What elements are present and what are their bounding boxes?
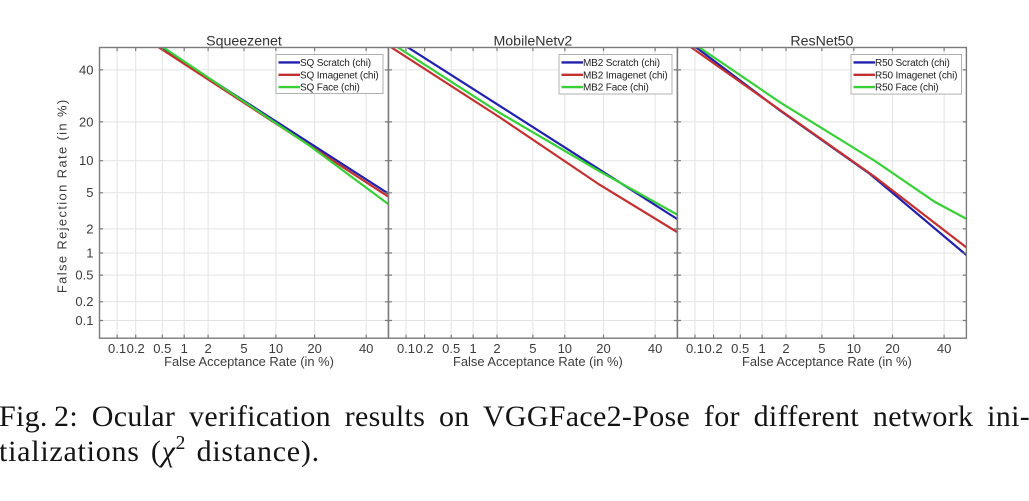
svg-text:R50 Face (chi): R50 Face (chi) xyxy=(875,83,938,94)
svg-text:0.5: 0.5 xyxy=(153,341,171,356)
svg-text:2: 2 xyxy=(493,341,500,356)
svg-text:2: 2 xyxy=(204,341,211,356)
svg-text:0.2: 0.2 xyxy=(75,294,93,309)
svg-text:MobileNetv2: MobileNetv2 xyxy=(493,33,572,49)
svg-text:5: 5 xyxy=(529,341,536,356)
svg-text:False Acceptance Rate (in %): False Acceptance Rate (in %) xyxy=(742,354,912,369)
svg-text:40: 40 xyxy=(359,341,373,356)
svg-text:1: 1 xyxy=(86,245,93,260)
svg-text:0.5: 0.5 xyxy=(731,341,749,356)
svg-text:MB2 Face (chi): MB2 Face (chi) xyxy=(583,83,649,94)
svg-text:10: 10 xyxy=(558,341,572,356)
svg-text:0.1: 0.1 xyxy=(397,341,415,356)
svg-text:SQ Scratch (chi): SQ Scratch (chi) xyxy=(300,58,371,69)
svg-text:False Acceptance Rate (in %): False Acceptance Rate (in %) xyxy=(453,354,623,369)
svg-text:1: 1 xyxy=(758,341,765,356)
svg-text:2: 2 xyxy=(782,341,789,356)
svg-text:20: 20 xyxy=(596,341,610,356)
svg-text:MB2 Imagenet (chi): MB2 Imagenet (chi) xyxy=(583,70,668,81)
svg-text:40: 40 xyxy=(937,341,951,356)
svg-text:R50 Scratch (chi): R50 Scratch (chi) xyxy=(875,58,950,69)
svg-text:20: 20 xyxy=(79,114,93,129)
svg-text:MB2 Scratch (chi): MB2 Scratch (chi) xyxy=(583,58,660,69)
svg-text:ResNet50: ResNet50 xyxy=(790,33,853,49)
svg-text:R50 Imagenet (chi): R50 Imagenet (chi) xyxy=(875,70,957,81)
svg-text:10: 10 xyxy=(269,341,283,356)
svg-text:0.5: 0.5 xyxy=(75,268,93,283)
svg-text:0.5: 0.5 xyxy=(442,341,460,356)
svg-text:Squeezenet: Squeezenet xyxy=(206,33,282,49)
svg-text:0.1: 0.1 xyxy=(108,341,126,356)
svg-text:10: 10 xyxy=(847,341,861,356)
svg-text:False Rejection Rate (in %): False Rejection Rate (in %) xyxy=(55,98,70,293)
svg-text:10: 10 xyxy=(79,153,93,168)
svg-text:0.1: 0.1 xyxy=(75,313,93,328)
svg-text:20: 20 xyxy=(307,341,321,356)
svg-text:0.1: 0.1 xyxy=(686,341,704,356)
svg-text:2: 2 xyxy=(86,221,93,236)
svg-text:0.2: 0.2 xyxy=(705,341,723,356)
svg-text:0.2: 0.2 xyxy=(127,341,145,356)
svg-text:1: 1 xyxy=(469,341,476,356)
svg-text:1: 1 xyxy=(181,341,188,356)
svg-text:SQ Face (chi): SQ Face (chi) xyxy=(300,83,360,94)
svg-text:False Acceptance Rate (in %): False Acceptance Rate (in %) xyxy=(164,354,334,369)
svg-text:20: 20 xyxy=(885,341,899,356)
svg-text:5: 5 xyxy=(818,341,825,356)
svg-text:5: 5 xyxy=(86,185,93,200)
svg-text:5: 5 xyxy=(240,341,247,356)
svg-text:SQ Imagenet (chi): SQ Imagenet (chi) xyxy=(300,70,379,81)
svg-text:0.2: 0.2 xyxy=(416,341,434,356)
svg-text:40: 40 xyxy=(79,62,93,77)
svg-text:40: 40 xyxy=(648,341,662,356)
